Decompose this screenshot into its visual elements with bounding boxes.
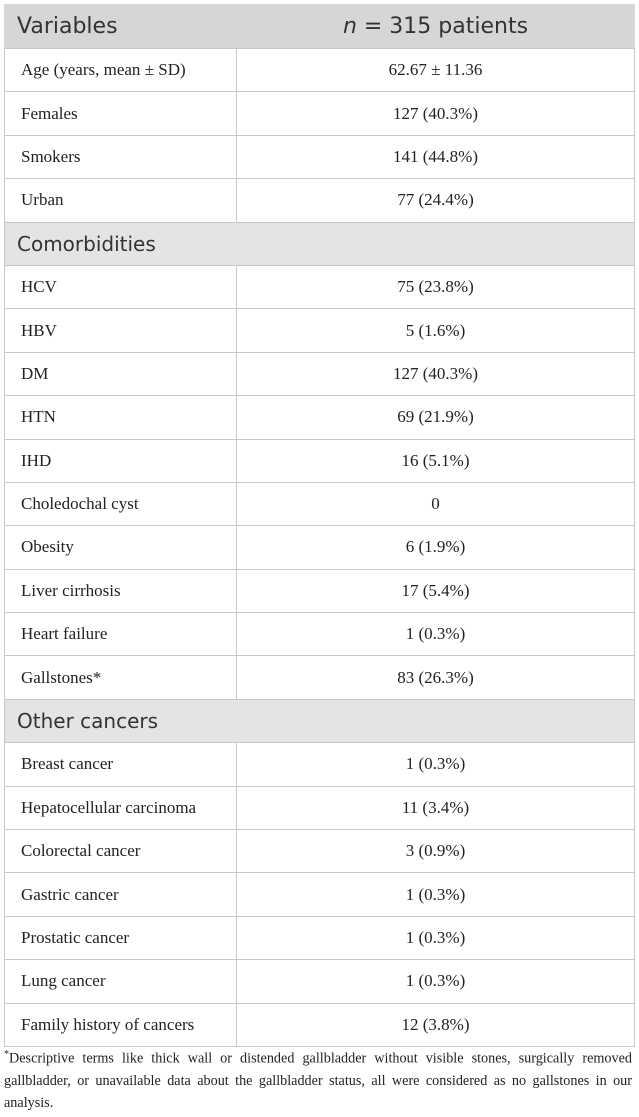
footnote-marker: * — [4, 1049, 9, 1060]
header-patient-count-text: = 315 patients — [356, 14, 529, 39]
row-label: Gallstones* — [4, 655, 237, 700]
table-row: Liver cirrhosis 17 (5.4%) — [4, 568, 635, 614]
row-value: 83 (26.3%) — [236, 655, 635, 700]
row-label: Females — [4, 91, 237, 136]
table-row: Age (years, mean ± SD) 62.67 ± 11.36 — [4, 47, 635, 93]
table-row: Breast cancer 1 (0.3%) — [4, 742, 635, 787]
table-header-row: Variables n = 315 patients — [4, 4, 635, 49]
section-row-other-cancers: Other cancers — [4, 698, 635, 744]
row-label: Gastric cancer — [4, 872, 237, 917]
table-row: Colorectal cancer 3 (0.9%) — [4, 829, 635, 874]
row-value: 1 (0.3%) — [236, 612, 635, 657]
row-value: 1 (0.3%) — [236, 872, 635, 917]
row-label: Smokers — [4, 134, 237, 180]
row-label: Obesity — [4, 525, 237, 570]
header-variables: Variables — [4, 4, 237, 49]
patient-characteristics-table: Variables n = 315 patients Age (years, m… — [4, 4, 635, 1047]
row-value: 77 (24.4%) — [236, 178, 635, 223]
table-row: IHD 16 (5.1%) — [4, 438, 635, 483]
table-row: Smokers 141 (44.8%) — [4, 134, 635, 180]
table-body: Age (years, mean ± SD) 62.67 ± 11.36 Fema… — [4, 47, 635, 1047]
table-row: Gallstones* 83 (26.3%) — [4, 655, 635, 700]
row-value: 1 (0.3%) — [236, 915, 635, 961]
row-value: 0 — [236, 481, 635, 527]
row-label: Age (years, mean ± SD) — [4, 47, 237, 93]
table-row: Hepatocellular carcinoma 11 (3.4%) — [4, 785, 635, 831]
table-row: DM 127 (40.3%) — [4, 351, 635, 397]
row-label: Choledochal cyst — [4, 481, 237, 527]
row-label: Prostatic cancer — [4, 915, 237, 961]
header-patient-count: n = 315 patients — [236, 4, 635, 49]
table-row: Family history of cancers 12 (3.8%) — [4, 1002, 635, 1047]
row-value: 127 (40.3%) — [236, 351, 635, 397]
row-label: Liver cirrhosis — [4, 568, 237, 614]
row-value: 17 (5.4%) — [236, 568, 635, 614]
row-label: Heart failure — [4, 612, 237, 657]
row-label: IHD — [4, 438, 237, 483]
table-row: Heart failure 1 (0.3%) — [4, 612, 635, 657]
row-label: HCV — [4, 264, 237, 310]
row-label: Urban — [4, 178, 237, 223]
row-value: 69 (21.9%) — [236, 395, 635, 440]
row-value: 1 (0.3%) — [236, 742, 635, 787]
row-value: 16 (5.1%) — [236, 438, 635, 483]
row-label: Breast cancer — [4, 742, 237, 787]
footnote-text: Descriptive terms like thick wall or dis… — [4, 1050, 632, 1111]
table-row: HTN 69 (21.9%) — [4, 395, 635, 440]
table-row: HCV 75 (23.8%) — [4, 264, 635, 310]
row-label: HTN — [4, 395, 237, 440]
table-footnote: *Descriptive terms like thick wall or di… — [4, 1044, 632, 1114]
row-value: 75 (23.8%) — [236, 264, 635, 310]
row-label: DM — [4, 351, 237, 397]
row-label: Family history of cancers — [4, 1002, 237, 1047]
table-row: Lung cancer 1 (0.3%) — [4, 959, 635, 1004]
row-value: 141 (44.8%) — [236, 134, 635, 180]
table-row: Choledochal cyst 0 — [4, 481, 635, 527]
row-label: HBV — [4, 308, 237, 353]
row-value: 62.67 ± 11.36 — [236, 47, 635, 93]
row-value: 3 (0.9%) — [236, 829, 635, 874]
section-title: Comorbidities — [4, 221, 635, 266]
table-row: Females 127 (40.3%) — [4, 91, 635, 136]
row-label: Colorectal cancer — [4, 829, 237, 874]
row-label: Hepatocellular carcinoma — [4, 785, 237, 831]
table-row: Urban 77 (24.4%) — [4, 178, 635, 223]
table-row: HBV 5 (1.6%) — [4, 308, 635, 353]
row-value: 6 (1.9%) — [236, 525, 635, 570]
row-value: 12 (3.8%) — [236, 1002, 635, 1047]
row-label: Lung cancer — [4, 959, 237, 1004]
patient-characteristics-table-container: Variables n = 315 patients Age (years, m… — [4, 4, 635, 1047]
row-value: 5 (1.6%) — [236, 308, 635, 353]
table-row: Prostatic cancer 1 (0.3%) — [4, 915, 635, 961]
row-value: 11 (3.4%) — [236, 785, 635, 831]
row-value: 127 (40.3%) — [236, 91, 635, 136]
table-row: Obesity 6 (1.9%) — [4, 525, 635, 570]
header-n-symbol: n — [342, 14, 357, 39]
row-value: 1 (0.3%) — [236, 959, 635, 1004]
table-row: Gastric cancer 1 (0.3%) — [4, 872, 635, 917]
section-row-comorbidities: Comorbidities — [4, 221, 635, 266]
section-title: Other cancers — [4, 698, 635, 744]
